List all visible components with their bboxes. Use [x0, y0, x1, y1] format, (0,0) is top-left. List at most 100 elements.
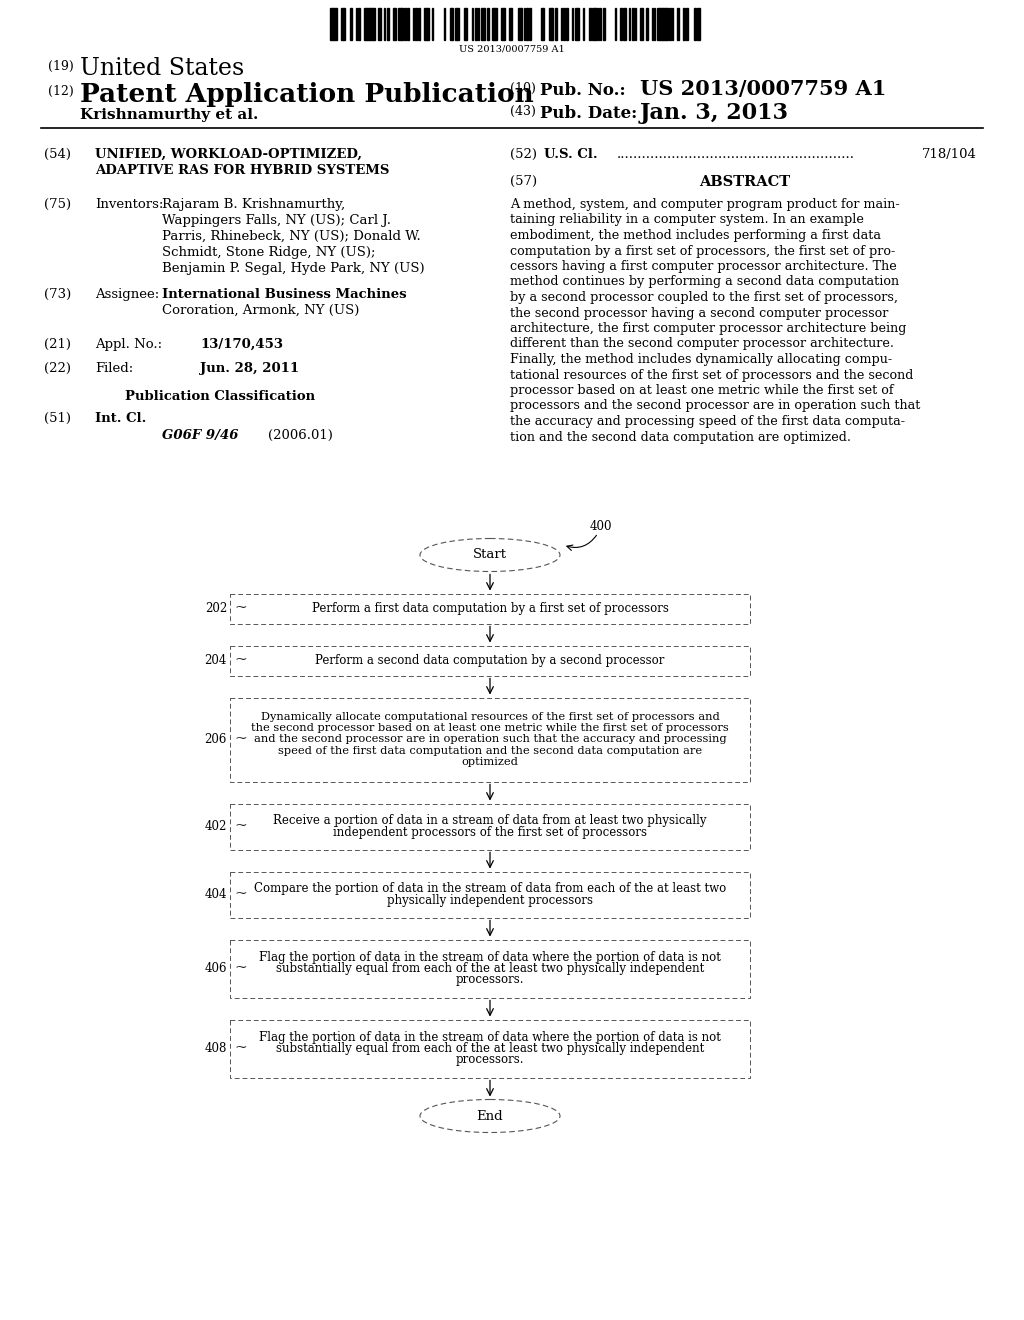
Bar [651, 8, 653, 40]
Text: physically independent processors: physically independent processors [387, 894, 593, 907]
Bar [404, 8, 406, 40]
Text: processor based on at least one metric while the first set of: processor based on at least one metric w… [510, 384, 894, 397]
Bar [418, 8, 420, 40]
Text: 718/104: 718/104 [923, 148, 977, 161]
Text: (22): (22) [44, 362, 71, 375]
Bar [621, 8, 623, 40]
Bar [672, 8, 674, 40]
Text: 400: 400 [590, 520, 612, 533]
Text: 206: 206 [205, 733, 227, 746]
FancyBboxPatch shape [230, 1019, 750, 1077]
Bar [398, 8, 401, 40]
Text: Compare the portion of data in the stream of data from each of the at least two: Compare the portion of data in the strea… [254, 882, 726, 895]
Text: Perform a second data computation by a second processor: Perform a second data computation by a s… [315, 653, 665, 667]
Bar [373, 8, 376, 40]
Text: the accuracy and processing speed of the first data computa-: the accuracy and processing speed of the… [510, 414, 905, 428]
Bar [518, 8, 520, 40]
Bar [330, 8, 333, 40]
Ellipse shape [420, 539, 560, 572]
Text: Receive a portion of data in a stream of data from at least two physically: Receive a portion of data in a stream of… [273, 814, 707, 828]
Text: Inventors:: Inventors: [95, 198, 164, 211]
FancyBboxPatch shape [230, 871, 750, 917]
Bar [578, 8, 580, 40]
Bar [475, 8, 477, 40]
Bar [520, 8, 522, 40]
Bar [632, 8, 635, 40]
Bar [401, 8, 403, 40]
Bar [450, 8, 453, 40]
Bar [646, 8, 648, 40]
Bar [367, 8, 370, 40]
Text: (51): (51) [44, 412, 71, 425]
Bar [456, 8, 458, 40]
Bar [555, 8, 557, 40]
Text: Pub. No.:: Pub. No.: [540, 82, 626, 99]
Bar [341, 8, 344, 40]
Bar [697, 8, 700, 40]
Text: speed of the first data computation and the second data computation are: speed of the first data computation and … [278, 746, 702, 755]
Text: processors.: processors. [456, 1053, 524, 1067]
Bar [486, 8, 489, 40]
Bar [350, 8, 351, 40]
Bar [589, 8, 591, 40]
Text: the second processor based on at least one metric while the first set of process: the second processor based on at least o… [251, 723, 729, 734]
Bar [493, 8, 495, 40]
Text: (2006.01): (2006.01) [268, 429, 333, 442]
Text: (21): (21) [44, 338, 71, 351]
Text: the second processor having a second computer processor: the second processor having a second com… [510, 306, 889, 319]
Text: ~: ~ [234, 602, 248, 615]
Text: End: End [477, 1110, 504, 1122]
Text: 13/170,453: 13/170,453 [200, 338, 283, 351]
Text: Krishnamurthy et al.: Krishnamurthy et al. [80, 108, 258, 121]
Bar [677, 8, 679, 40]
Text: Schmidt, Stone Ridge, NY (US);: Schmidt, Stone Ridge, NY (US); [162, 246, 376, 259]
Bar [657, 8, 660, 40]
Bar [660, 8, 663, 40]
Text: (19): (19) [48, 59, 74, 73]
Bar [603, 8, 605, 40]
Text: 404: 404 [205, 888, 227, 902]
Text: G06F 9/46: G06F 9/46 [162, 429, 239, 442]
Bar [427, 8, 429, 40]
Bar [481, 8, 483, 40]
Text: Cororation, Armonk, NY (US): Cororation, Armonk, NY (US) [162, 304, 359, 317]
Text: substantially equal from each of the at least two physically independent: substantially equal from each of the at … [275, 1041, 705, 1055]
Bar [370, 8, 373, 40]
Text: Jun. 28, 2011: Jun. 28, 2011 [200, 362, 299, 375]
Text: (73): (73) [44, 288, 72, 301]
Text: Finally, the method includes dynamically allocating compu-: Finally, the method includes dynamically… [510, 352, 892, 366]
Text: Publication Classification: Publication Classification [125, 389, 315, 403]
Text: US 2013/0007759 A1: US 2013/0007759 A1 [640, 79, 887, 99]
Text: Benjamin P. Segal, Hyde Park, NY (US): Benjamin P. Segal, Hyde Park, NY (US) [162, 261, 425, 275]
Text: ABSTRACT: ABSTRACT [699, 176, 791, 189]
Text: Dynamically allocate computational resources of the first set of processors and: Dynamically allocate computational resou… [261, 713, 720, 722]
Bar [624, 8, 626, 40]
Text: Appl. No.:: Appl. No.: [95, 338, 162, 351]
Text: (52): (52) [510, 148, 537, 161]
Text: UNIFIED, WORKLOAD-OPTIMIZED,: UNIFIED, WORKLOAD-OPTIMIZED, [95, 148, 362, 161]
Bar [407, 8, 409, 40]
Text: substantially equal from each of the at least two physically independent: substantially equal from each of the at … [275, 962, 705, 975]
Text: (57): (57) [510, 176, 538, 187]
Bar [358, 8, 360, 40]
Text: Patent Application Publication: Patent Application Publication [80, 82, 534, 107]
Bar [529, 8, 531, 40]
Text: 204: 204 [205, 653, 227, 667]
Text: Flag the portion of data in the stream of data where the portion of data is not: Flag the portion of data in the stream o… [259, 950, 721, 964]
Text: A method, system, and computer program product for main-: A method, system, and computer program p… [510, 198, 900, 211]
Text: ........................................................: ........................................… [617, 148, 855, 161]
Text: architecture, the first computer processor architecture being: architecture, the first computer process… [510, 322, 906, 335]
Text: ~: ~ [234, 653, 248, 668]
FancyBboxPatch shape [230, 804, 750, 850]
Bar [549, 8, 552, 40]
Bar [686, 8, 687, 40]
Text: Int. Cl.: Int. Cl. [95, 412, 146, 425]
Ellipse shape [420, 1100, 560, 1133]
Text: computation by a first set of processors, the first set of pro-: computation by a first set of processors… [510, 244, 895, 257]
Bar [413, 8, 415, 40]
Bar [495, 8, 497, 40]
Bar [392, 8, 395, 40]
Text: 202: 202 [205, 602, 227, 615]
Bar [501, 8, 504, 40]
Text: cessors having a first computer processor architecture. The: cessors having a first computer processo… [510, 260, 897, 273]
